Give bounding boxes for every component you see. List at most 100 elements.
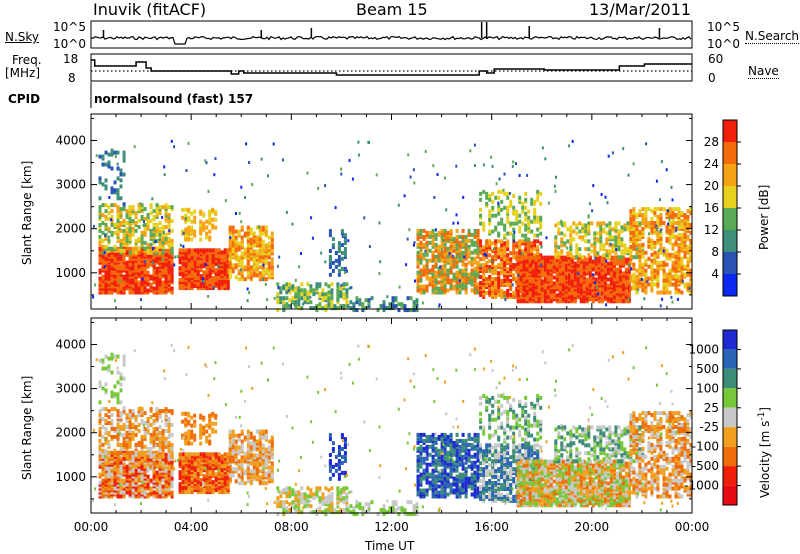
power-cell — [656, 230, 660, 235]
power-cell — [521, 205, 525, 210]
power-cell — [641, 250, 645, 255]
power-cell — [421, 301, 424, 305]
power-cell — [491, 164, 494, 168]
power-cell — [155, 246, 159, 251]
power-cell — [509, 292, 513, 297]
power-cell — [458, 284, 462, 289]
velocity-cell — [107, 484, 111, 489]
power-cell — [525, 255, 529, 260]
power-cell — [518, 195, 522, 200]
power-cell — [358, 298, 362, 303]
velocity-cell — [125, 434, 129, 439]
power-cell — [644, 250, 648, 255]
power-cell — [534, 291, 538, 296]
power-cell — [653, 221, 657, 225]
power-cell — [328, 249, 332, 253]
power-cell — [125, 209, 129, 214]
power-cell — [629, 225, 633, 229]
power-cell — [467, 252, 471, 257]
velocity-cell — [146, 417, 150, 421]
power-cell — [246, 299, 249, 303]
power-cell — [584, 233, 588, 238]
power-cell — [540, 293, 544, 298]
power-cell — [536, 245, 540, 250]
power-cell — [234, 235, 238, 240]
power-cell — [620, 255, 624, 260]
power-cell — [543, 255, 547, 260]
power-cell — [482, 253, 486, 258]
power-cell — [641, 242, 645, 247]
power-cell — [107, 264, 111, 269]
power-cell — [207, 189, 210, 193]
velocity-cell — [104, 448, 108, 453]
velocity-cell — [98, 427, 102, 431]
power-cell — [116, 290, 120, 295]
power-cell — [599, 239, 603, 244]
power-cell — [659, 230, 662, 233]
power-cell — [155, 232, 159, 237]
power-cell — [603, 295, 607, 300]
power-cell — [231, 229, 235, 234]
power-cell — [173, 145, 176, 149]
velocity-cell — [158, 454, 162, 459]
power-cell — [557, 255, 561, 260]
power-cell — [461, 234, 465, 239]
power-cell — [324, 292, 328, 297]
power-cell — [131, 290, 135, 295]
power-cell — [597, 263, 601, 268]
power-cell — [164, 232, 168, 237]
power-cell — [539, 191, 543, 196]
power-cell — [214, 217, 218, 222]
power-cell — [140, 203, 144, 208]
power-cell — [270, 271, 274, 276]
power-cell — [464, 234, 468, 239]
power-cell — [378, 272, 381, 275]
power-cell — [146, 258, 150, 263]
power-cell — [602, 221, 606, 226]
power-cell — [205, 235, 209, 240]
power-cell — [560, 249, 564, 254]
power-cell — [414, 279, 416, 283]
power-cell — [119, 238, 123, 243]
power-cell — [560, 221, 564, 226]
power-cell — [605, 231, 609, 236]
power-cell — [515, 277, 519, 281]
power-cell — [665, 225, 669, 229]
power-cell — [110, 209, 114, 214]
power-cell — [327, 284, 331, 289]
power-cell — [519, 255, 523, 260]
velocity-cell — [155, 488, 159, 493]
power-cell — [440, 254, 444, 259]
power-cell — [536, 253, 540, 258]
power-cell — [533, 207, 537, 212]
power-cell — [455, 260, 459, 265]
power-cell — [680, 246, 684, 251]
power-cell — [605, 223, 609, 228]
power-cell — [488, 213, 492, 218]
power-cell — [527, 237, 531, 242]
power-cell — [617, 239, 621, 244]
power-cell — [632, 162, 635, 166]
power-cell — [506, 283, 510, 287]
power-cell — [267, 174, 269, 178]
power-cell — [270, 261, 274, 266]
power-cell — [473, 260, 477, 265]
power-cell — [349, 306, 353, 311]
power-cell — [581, 235, 585, 240]
power-cell — [449, 278, 453, 283]
power-cell — [252, 243, 256, 248]
power-cell — [178, 266, 182, 271]
power-cell — [680, 223, 684, 227]
power-cell — [425, 288, 429, 293]
power-cell — [176, 255, 179, 259]
power-cell — [623, 251, 627, 256]
power-cell — [629, 278, 633, 283]
power-cell — [677, 252, 681, 257]
power-cell — [107, 205, 111, 210]
power-cell — [327, 302, 331, 307]
power-cell — [336, 306, 340, 311]
power-cell — [503, 205, 507, 210]
power-cell — [104, 209, 108, 214]
velocity-cell — [119, 494, 123, 499]
power-cell — [585, 257, 589, 262]
